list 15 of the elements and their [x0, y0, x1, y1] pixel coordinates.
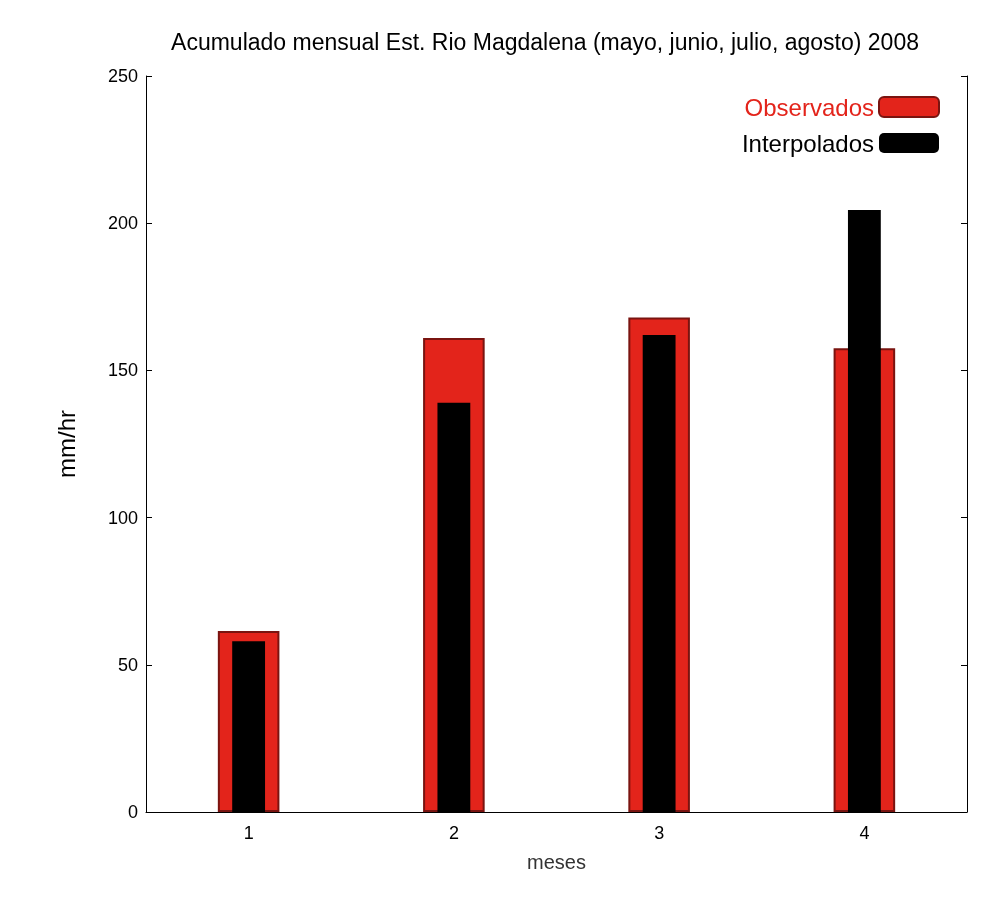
- y-tick-label: 150: [107, 360, 138, 381]
- x-axis-title: meses: [527, 851, 586, 873]
- y-tick-label: 100: [107, 507, 138, 528]
- y-tick-label: 50: [117, 654, 138, 675]
- x-tick-label: 1: [243, 823, 254, 843]
- x-tick-label: 3: [654, 823, 665, 843]
- y-tick-label: 0: [127, 802, 138, 822]
- x-tick-label: 2: [448, 823, 459, 843]
- y-axis-title: mm/hr: [52, 410, 80, 478]
- y-tick-label: 200: [107, 213, 138, 234]
- x-tick-label: 4: [859, 823, 870, 843]
- y-tick-label: 250: [107, 66, 138, 86]
- chart-title: Acumulado mensual Est. Rio Magdalena (mayo, junio, julio, agosto) 2008: [171, 28, 919, 55]
- legend-label: Observados: [744, 93, 874, 121]
- legend-label: Interpolados: [741, 129, 874, 157]
